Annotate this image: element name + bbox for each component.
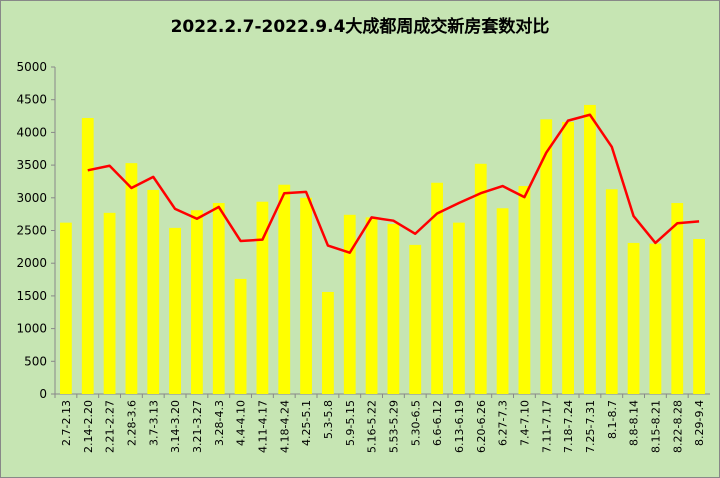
bar [453, 222, 465, 394]
bar [234, 278, 247, 394]
bar [584, 104, 596, 394]
bar [147, 189, 160, 394]
bar [343, 214, 356, 394]
x-tick-label: 5.3-5.8 [322, 400, 335, 439]
x-tick-label: 4.18-4.24 [278, 400, 291, 453]
bar [518, 186, 531, 394]
bar [693, 239, 705, 394]
x-tick-label: 8.15-8.21 [649, 400, 662, 453]
x-tick-label: 2.28-3.6 [125, 400, 138, 446]
x-tick-label: 4.25-5.1 [300, 400, 313, 446]
x-tick-label: 5.30-6.5 [409, 400, 422, 446]
y-tick-label: 0 [39, 387, 47, 401]
line [87, 113, 700, 254]
x-tick-label: 5.9-5.15 [344, 400, 357, 446]
y-tick-label: 3500 [16, 158, 47, 172]
bar [278, 184, 291, 394]
y-tick-label: 4500 [16, 93, 47, 107]
bar [649, 243, 662, 394]
y-tick-label: 4000 [16, 125, 47, 139]
x-tick-label: 2.14-2.20 [82, 400, 95, 453]
x-tick-label: 7.4-7.10 [518, 400, 531, 446]
x-tick-label: 7.11-7.17 [540, 400, 553, 453]
bar [169, 227, 181, 394]
bar [60, 222, 72, 394]
x-tick-label: 4.11-4.17 [256, 400, 269, 453]
x-tick-label: 7.18-7.24 [562, 400, 575, 453]
y-tick-label: 5000 [16, 60, 47, 74]
bar [540, 119, 553, 394]
x-tick-label: 8.8-8.14 [628, 400, 641, 446]
bar [191, 210, 203, 394]
x-tick-label: 8.29-9.4 [693, 400, 706, 446]
x-tick-label: 3.21-3.27 [191, 400, 204, 453]
y-tick-label: 3000 [16, 191, 47, 205]
bar [212, 203, 225, 394]
bar [322, 291, 334, 394]
bar [365, 217, 378, 394]
bar [474, 163, 487, 394]
x-tick-label: 5.16-5.22 [366, 400, 379, 453]
bar [431, 182, 443, 394]
bar [562, 121, 574, 394]
bar [256, 201, 269, 394]
y-tick-label: 1000 [16, 322, 47, 336]
bar [671, 203, 684, 394]
x-tick-label: 6.6-6.12 [431, 400, 444, 446]
bar [125, 163, 138, 394]
x-tick-label: 8.22-8.28 [671, 400, 684, 453]
y-tick-label: 2000 [16, 256, 47, 270]
x-tick-label: 2.7-2.13 [60, 400, 73, 446]
bar [496, 208, 509, 394]
bar [409, 244, 422, 394]
bar [103, 212, 116, 394]
x-tick-label: 6.20-6.26 [475, 400, 488, 453]
y-tick-label: 500 [24, 354, 47, 368]
x-tick-label: 2.21-2.27 [104, 400, 117, 453]
x-tick-label: 6.27-7.3 [497, 400, 510, 446]
x-tick-label: 8.1-8.7 [606, 400, 619, 439]
y-tick-label: 2500 [16, 224, 47, 238]
x-tick-label: 3.14-3.20 [169, 400, 182, 453]
bar [605, 189, 618, 394]
x-tick-label: 5.53-5.29 [387, 400, 400, 453]
chart-title: 2022.2.7-2022.9.4大成都周成交新房套数对比 [171, 16, 550, 37]
x-tick-label: 6.13-6.19 [453, 400, 466, 453]
x-tick-label: 4.4-4.10 [235, 400, 248, 446]
bar [627, 242, 640, 394]
y-tick-label: 1500 [16, 289, 47, 303]
bar [81, 118, 94, 395]
bar [387, 223, 400, 394]
x-tick-label: 7.25-7.31 [584, 400, 597, 453]
bar [300, 197, 312, 394]
x-tick-label: 3.7-3.13 [147, 400, 160, 446]
x-tick-label: 3.28-4.3 [213, 400, 226, 446]
